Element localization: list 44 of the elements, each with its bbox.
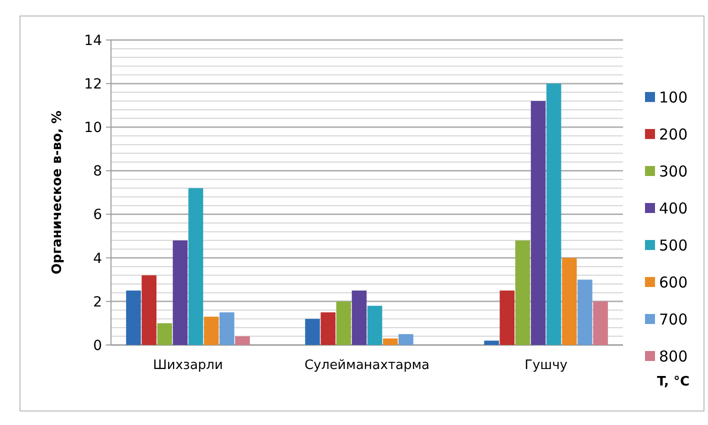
legend-label: 300 (659, 162, 688, 180)
bar (235, 336, 250, 345)
y-tick-label: 8 (93, 164, 102, 180)
y-tick-label: 12 (84, 76, 102, 92)
legend-label: 600 (659, 273, 688, 292)
bar (157, 323, 172, 345)
bar (562, 258, 577, 345)
bar (336, 301, 352, 345)
legend-label: 500 (659, 236, 688, 254)
y-tick-label: 6 (93, 207, 102, 224)
bar (220, 312, 234, 345)
y-axis-title: Органическое в-во, % (50, 110, 65, 274)
bar (546, 84, 562, 345)
bar (188, 188, 204, 345)
y-tick-label: 4 (93, 250, 102, 267)
legend-label: 800 (659, 347, 688, 366)
bar (367, 306, 382, 345)
bar (172, 240, 188, 345)
x-tick-label: Гушчу (524, 358, 568, 373)
bar (352, 290, 367, 345)
bar (515, 240, 530, 345)
bar (593, 301, 608, 345)
y-tick-label: 2 (93, 294, 102, 310)
legend-title: T, °C (657, 374, 690, 390)
bar (382, 338, 398, 345)
bar (204, 316, 219, 345)
x-tick-label: Шихзарли (153, 358, 223, 373)
x-tick-label: Сулейманахтарма (304, 358, 430, 373)
bar (484, 340, 499, 345)
bar (398, 334, 414, 345)
bar (500, 290, 514, 345)
bar (126, 290, 141, 345)
bar (320, 312, 336, 345)
y-tick-label: 0 (93, 338, 102, 354)
legend-label: 200 (659, 125, 688, 144)
bar (578, 280, 592, 345)
legend-label: 100 (659, 88, 688, 106)
bar (305, 318, 320, 345)
y-tick-label: 10 (84, 120, 102, 136)
legend-label: 400 (659, 199, 688, 218)
bar (142, 275, 156, 345)
legend-label: 700 (659, 310, 688, 328)
bar (530, 101, 546, 345)
y-tick-label: 14 (84, 32, 102, 49)
